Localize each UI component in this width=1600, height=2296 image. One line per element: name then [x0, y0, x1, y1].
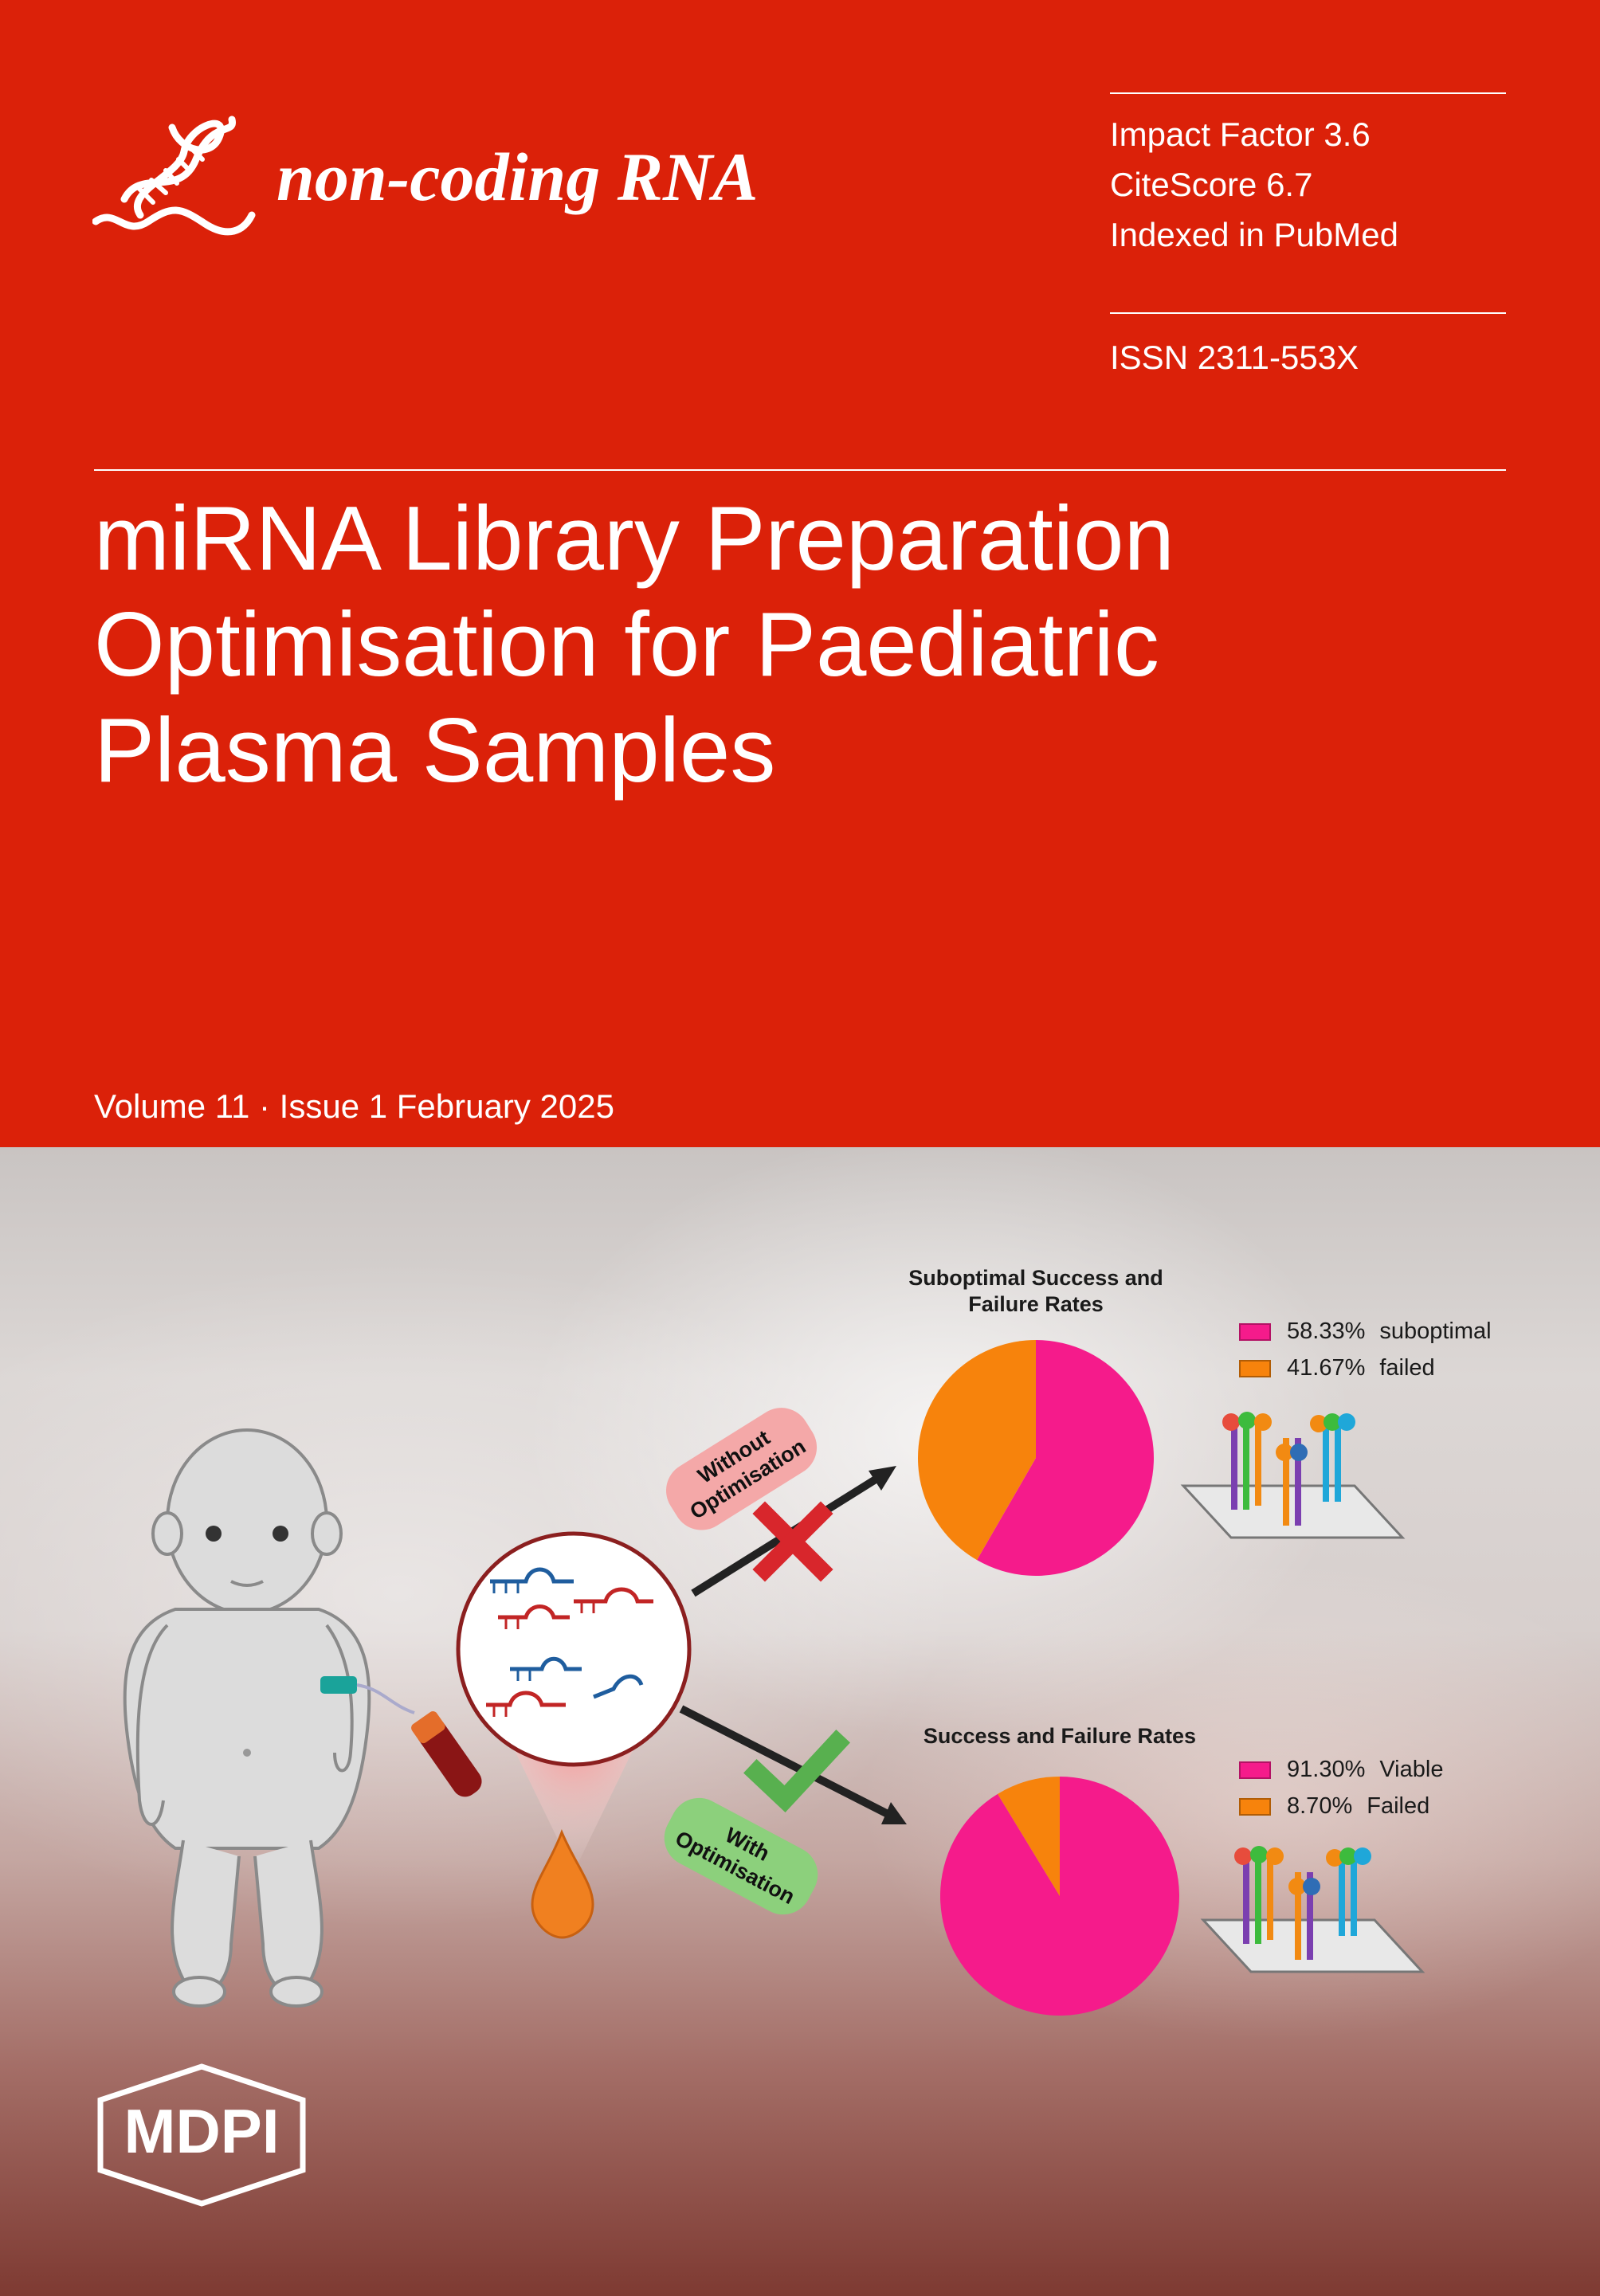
mdpi-logo: MDPI [97, 2063, 306, 2207]
legend-percent: 41.67% [1287, 1355, 1366, 1381]
without-optimisation-badge: Without Optimisation [666, 1408, 818, 1530]
pie-slice-suboptimal [977, 1340, 1154, 1576]
pie-chart-suboptimal [918, 1340, 1154, 1576]
legend-item-suboptimal: 58.33% suboptimal [1239, 1318, 1492, 1345]
baby-illustration [123, 1428, 371, 2008]
sequencing-chip-icon-bottom [1200, 1846, 1425, 1973]
chart-title-suboptimal: Suboptimal Success and Failure Rates [908, 1266, 1163, 1316]
legend-label: suboptimal [1379, 1318, 1492, 1344]
issn: ISSN 2311-553X [1110, 339, 1359, 376]
with-optimisation-badge: With Optimisation [664, 1797, 818, 1915]
cross-icon [752, 1501, 833, 1582]
legend-label: Viable [1379, 1757, 1444, 1782]
mdpi-logo-text: MDPI [124, 2096, 280, 2166]
arrow-with-optimisation [679, 1705, 907, 1824]
journal-title: non-coding RNA [276, 139, 759, 215]
legend-percent: 58.33% [1287, 1318, 1366, 1344]
mirna-magnifier [456, 1531, 692, 1939]
pie-slice-failed [998, 1777, 1060, 1896]
legend-swatch [1239, 1359, 1271, 1377]
citescore: CiteScore 6.7 [1110, 166, 1313, 203]
legend-percent: 91.30% [1287, 1757, 1366, 1782]
divider-middle [1110, 312, 1506, 314]
check-icon [743, 1730, 850, 1813]
divider-title [94, 469, 1506, 471]
divider-top [1110, 92, 1506, 94]
pie-slice-viable [940, 1777, 1180, 2016]
sequencing-chip-icon-top [1180, 1412, 1406, 1539]
legend-swatch [1239, 1761, 1271, 1779]
legend-swatch [1239, 1797, 1271, 1816]
indexed-in: Indexed in PubMed [1110, 216, 1398, 253]
plasma-drop-icon [531, 1828, 594, 1939]
blood-sample-tube [320, 1676, 482, 1797]
volume-issue: Volume 11 · Issue 1 February 2025 [94, 1087, 614, 1125]
cover-header-panel: non-coding RNA Impact Factor 3.6 CiteSco… [0, 0, 1600, 1147]
legend-item-viable: 91.30% Viable [1239, 1757, 1443, 1783]
legend-label: failed [1379, 1355, 1435, 1381]
article-title: miRNA Library Preparation Optimisation f… [94, 488, 1175, 801]
impact-factor: Impact Factor 3.6 [1110, 116, 1371, 153]
legend-item-failed: 41.67% failed [1239, 1355, 1435, 1381]
legend-item-failed-2: 8.70% Failed [1239, 1793, 1429, 1820]
legend-percent: 8.70% [1287, 1793, 1353, 1819]
chart-title-success: Success and Failure Rates [923, 1724, 1197, 1748]
legend-label: Failed [1367, 1793, 1430, 1819]
legend-swatch [1239, 1322, 1271, 1341]
pie-chart-success [940, 1777, 1180, 2016]
rna-helix-logo-icon [92, 116, 256, 236]
pie-slice-failed [918, 1340, 1036, 1561]
